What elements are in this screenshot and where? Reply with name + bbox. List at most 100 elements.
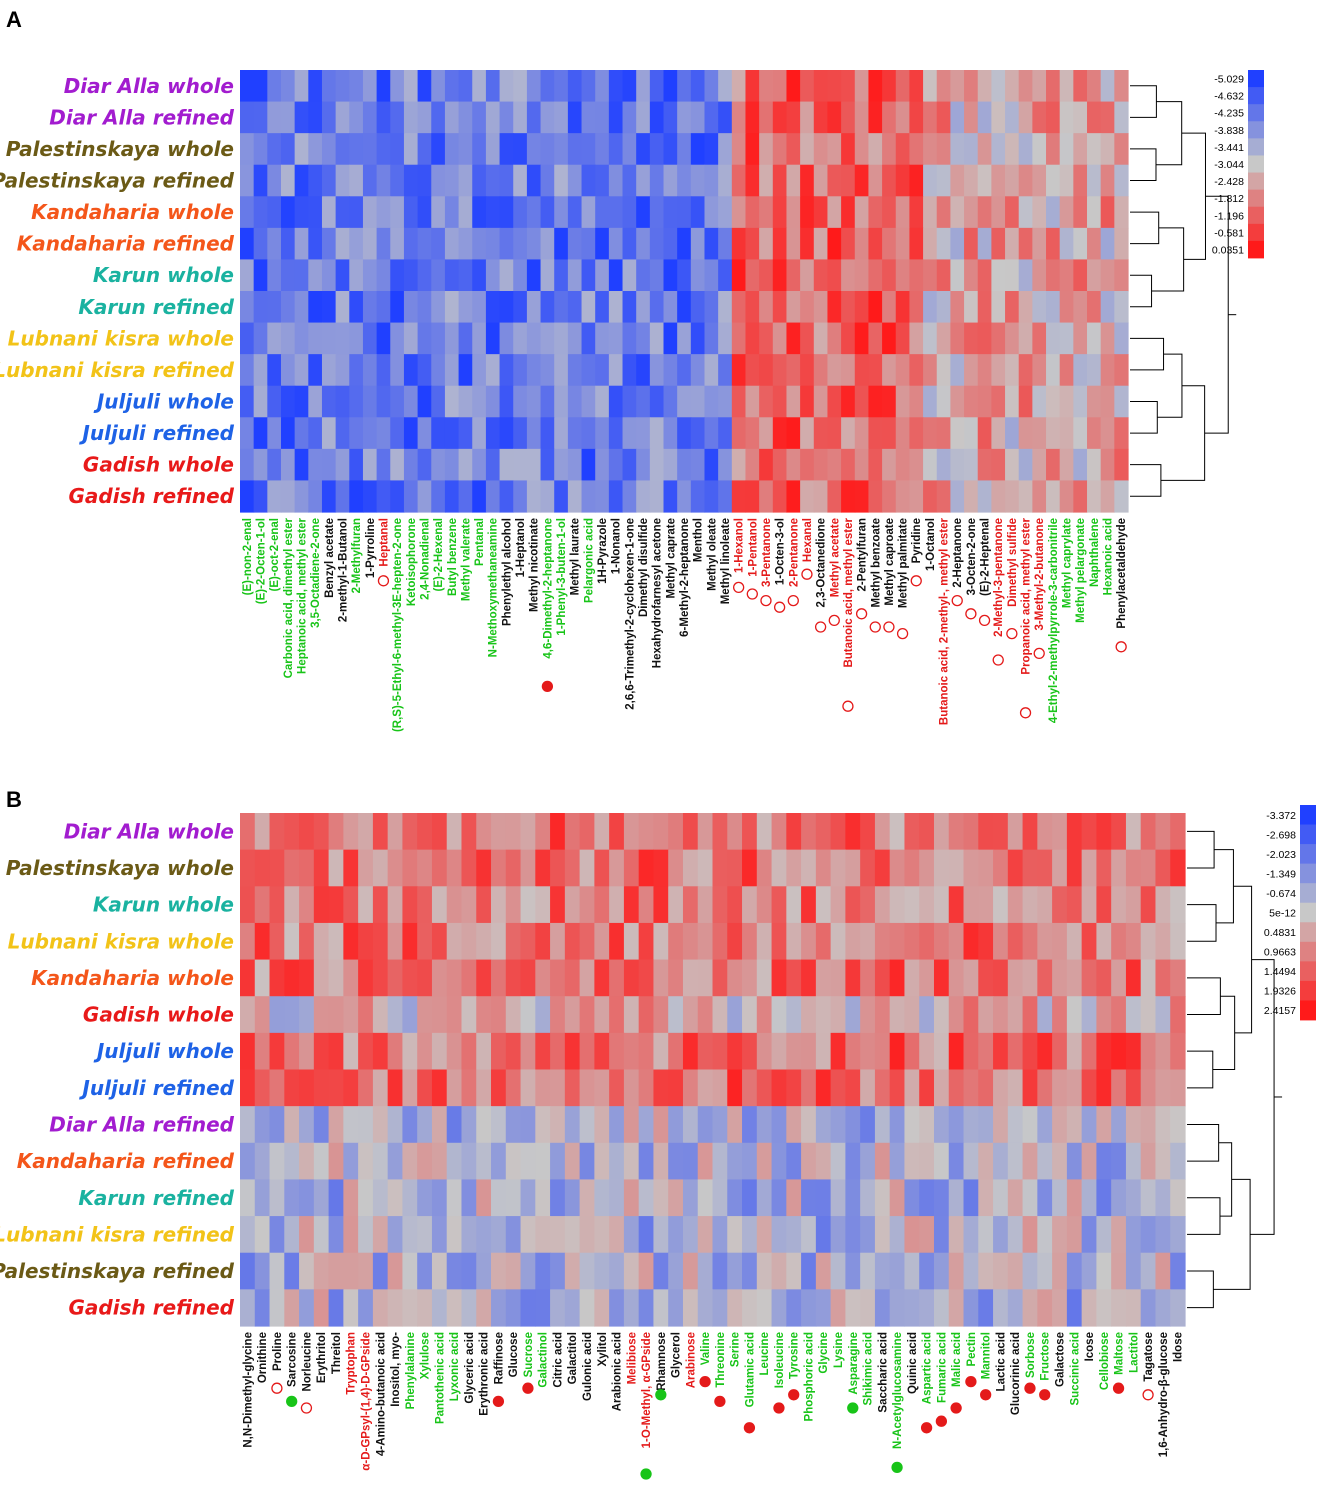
heatmap-cell [526,196,542,229]
heatmap-cell [608,133,624,166]
heatmap-cell [1052,1032,1068,1071]
heatmap-cell [446,959,463,997]
heatmap-cell [1170,1179,1186,1217]
column-label: Glucorinic acid [1010,1332,1022,1415]
heatmap-cell [813,417,829,450]
heatmap-cell [697,996,714,1034]
heatmap-cell [1046,227,1061,261]
heatmap-cell [308,417,323,450]
heatmap-cell [841,291,856,324]
heatmap-cell [403,480,419,513]
heatmap-cell [402,1142,418,1181]
heatmap-cell [431,959,448,997]
legend-swatch [1300,902,1316,923]
heatmap-cell [1170,886,1186,924]
heatmap-cell [1100,448,1115,482]
heatmap-cell [682,1069,699,1107]
heatmap-cell [376,133,391,166]
column-label: Ornithine [257,1332,269,1383]
column-label: Ketoisophorone [406,518,418,606]
heatmap-cell [505,959,522,997]
dendrogram-branch [1155,101,1183,166]
heatmap-cell [343,959,359,997]
heatmap-cell [771,996,787,1034]
heatmap-cell [909,259,924,292]
heatmap-cell [595,164,610,197]
heatmap-cell [595,259,610,292]
heatmap-cell [403,259,419,292]
heatmap-cell [756,849,773,887]
heatmap-cell [308,354,323,387]
column-label: 1-Pentanol [747,518,759,577]
heatmap-cell [889,1289,906,1327]
heatmap-cell [1170,849,1186,887]
heatmap-cell [1052,1179,1068,1217]
heatmap-cell [240,922,256,961]
heatmap-cell [991,70,1006,103]
heatmap-cell [1066,1142,1083,1181]
heatmap-cell [623,1179,640,1217]
heatmap-cell [964,322,979,355]
heatmap-cell [993,959,1009,997]
heatmap-cell [444,227,460,261]
heatmap-cell [815,959,832,997]
heatmap-cell [1066,1069,1083,1107]
heatmap-cell [649,164,665,197]
heatmap-cell [1140,959,1157,997]
heatmap-cell [1100,291,1115,324]
heatmap-cell [253,291,268,324]
heatmap-cell [595,417,610,450]
heatmap-cell [712,1069,728,1107]
heatmap-cell [567,322,583,355]
heatmap-cell [581,70,596,103]
heatmap-cell [636,480,651,513]
heatmap-cell [882,291,897,324]
heatmap-cell [801,849,817,887]
heatmap-cell [786,291,801,324]
heatmap-cell [387,886,404,924]
heatmap-cell [827,70,842,103]
heatmap-cell [535,886,551,924]
heatmap-cell [608,259,624,292]
heatmap-cell [1155,1216,1171,1254]
heatmap-cell [308,196,323,229]
heatmap-cell [321,322,337,355]
column-label: 3-Octen-2-one [966,518,978,595]
heatmap-cell [328,922,344,961]
heatmap-cell [948,1216,965,1254]
heatmap-cell [786,227,801,261]
heatmap-cell [759,227,774,261]
heatmap-cell [841,385,856,418]
heatmap-cell [649,196,665,229]
heatmap-cell [1096,959,1112,997]
heatmap-cell [800,196,815,229]
heatmap-cell [390,70,405,103]
heatmap-cell [682,1106,699,1144]
heatmap-cell [476,1069,492,1107]
heatmap-cell [636,259,651,292]
heatmap-cell [1155,1179,1171,1217]
heatmap-cell [649,480,665,513]
column-label: Methyl acetate [829,518,841,597]
column-marker [699,1375,711,1388]
column-label: Galactitol [567,1332,579,1384]
heatmap-cell [595,101,610,134]
heatmap-cell [991,417,1006,450]
heatmap-cell [663,291,678,324]
heatmap-cell [403,70,419,103]
heatmap-cell [1170,1252,1186,1290]
heatmap-cell [622,291,637,324]
heatmap-cell [567,133,583,166]
heatmap-cell [1114,101,1129,134]
heatmap-cell [343,813,359,851]
heatmap-cell [815,1216,832,1254]
heatmap-cell [991,101,1006,134]
column-label: (E)-non-2-enal [242,518,254,595]
heatmap-cell [294,133,309,166]
heatmap-cell [991,385,1006,418]
heatmap-cell [269,996,285,1034]
heatmap-cell [299,1142,315,1181]
column-label: Hexanoic acid [1103,518,1115,595]
heatmap-cell [284,1032,300,1071]
